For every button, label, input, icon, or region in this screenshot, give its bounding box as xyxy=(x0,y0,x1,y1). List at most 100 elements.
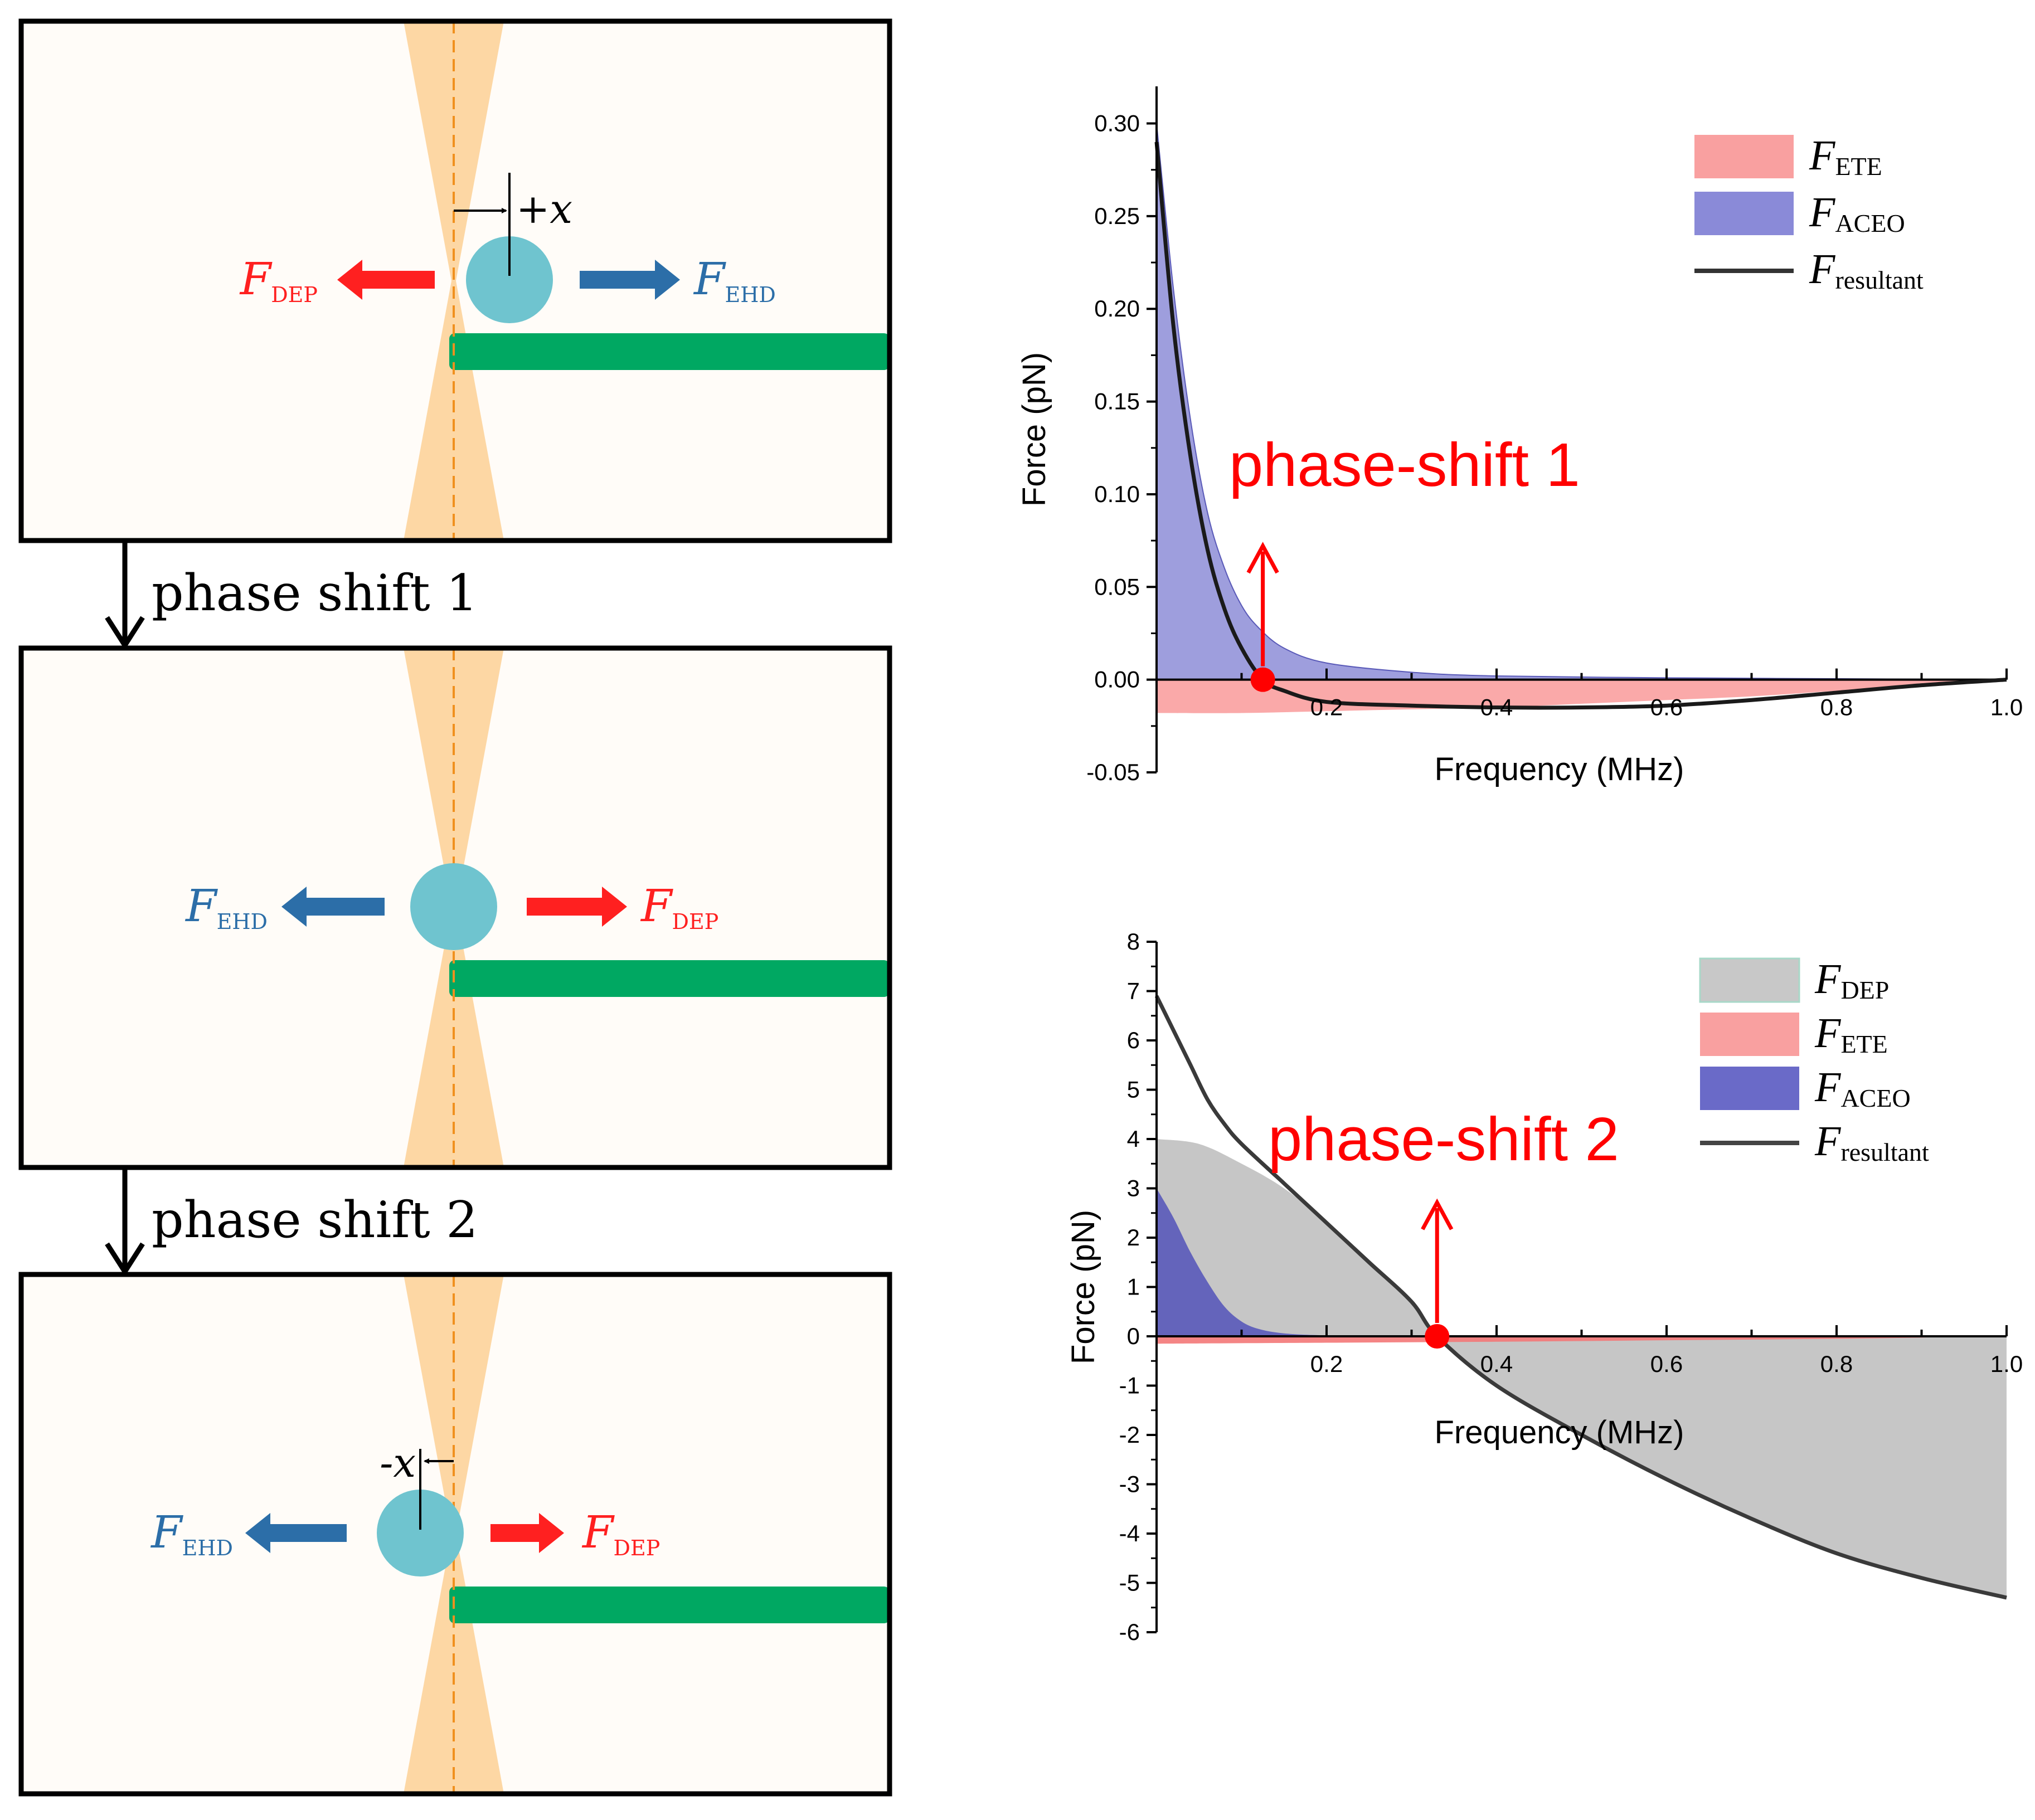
y-tick-label: 0.25 xyxy=(1094,203,1140,229)
legend-symbol: F xyxy=(1814,956,1842,1003)
y-tick-label: 0.15 xyxy=(1094,388,1140,415)
legend-symbol: F xyxy=(1814,1010,1842,1057)
panel-border xyxy=(18,18,892,543)
left-force-label-subscript: DEP xyxy=(271,283,318,307)
y-tick-label: 0.10 xyxy=(1094,481,1140,507)
step-label: phase shift 1 xyxy=(152,564,478,622)
step-label: phase shift 2 xyxy=(152,1191,478,1249)
right-force-label-subscript: EHD xyxy=(725,283,776,307)
legend-subscript: ACEO xyxy=(1840,1084,1910,1112)
legend-symbol: F xyxy=(1814,1118,1842,1165)
right-force-label-symbol: F xyxy=(693,253,726,305)
chart-phase-shift-1: 0.30 0.25 0.20 0.15 0.10 0.05 0.00 -0.05 0.2 0.4 0… xyxy=(1016,86,2023,787)
annotation-label: phase-shift 1 xyxy=(1229,431,1580,499)
x-axis-label: Frequency (MHz) xyxy=(1435,751,1684,787)
y-tick-label: 0 xyxy=(1127,1323,1140,1349)
y-tick-label: -5 xyxy=(1119,1570,1140,1596)
x-tick-label: 0.6 xyxy=(1650,1351,1683,1377)
particle xyxy=(410,863,497,950)
legend-subscript: ACEO xyxy=(1835,209,1905,237)
y-axis-label: Force (pN) xyxy=(1016,352,1052,507)
x-tick-label: 0.8 xyxy=(1820,1351,1853,1377)
x-axis-label: Frequency (MHz) xyxy=(1435,1414,1684,1451)
legend-swatch xyxy=(1700,1013,1799,1056)
left-force-label-symbol: F xyxy=(239,253,273,305)
y-tick-label: 6 xyxy=(1127,1027,1140,1053)
x-tick-label: 0.6 xyxy=(1650,694,1683,721)
y-tick-label: 7 xyxy=(1127,978,1140,1004)
legend-subscript: resultant xyxy=(1835,266,1924,294)
right-force-label-symbol: F xyxy=(640,880,673,932)
annotation-arrow-head xyxy=(1246,542,1279,574)
right-force-label: FDEP xyxy=(640,880,718,934)
legend-symbol: F xyxy=(1809,189,1836,236)
legend-label: Fresultant xyxy=(1809,246,1924,294)
electrode xyxy=(449,960,890,997)
legend-label: FACEO xyxy=(1809,189,1905,237)
legend-label: FDEP xyxy=(1814,956,1889,1004)
legend-subscript: ETE xyxy=(1835,152,1882,181)
series-fill-F_DEP xyxy=(1157,1139,2007,1598)
left-force-label-symbol: F xyxy=(150,1506,183,1558)
y-tick-label: 4 xyxy=(1127,1126,1140,1152)
series-line-F_resultant xyxy=(1154,142,2007,710)
series-line-F_resultant xyxy=(1154,995,2007,1600)
electrode xyxy=(449,333,890,370)
left-force-label-subscript: EHD xyxy=(182,1536,233,1560)
y-tick-label: -1 xyxy=(1119,1373,1140,1399)
y-tick-label: 2 xyxy=(1127,1224,1140,1250)
x-tick-label: 0.8 xyxy=(1820,694,1853,721)
legend-swatch xyxy=(1694,192,1794,235)
x-tick-label: 1.0 xyxy=(1990,694,2023,721)
displacement-label: -x xyxy=(380,1439,416,1486)
y-tick-label: 0.30 xyxy=(1094,110,1140,137)
step-1: phase shift 1 xyxy=(105,541,478,650)
annotation-point xyxy=(1425,1324,1450,1349)
y-tick-label: -2 xyxy=(1119,1422,1140,1448)
right-force-arrow xyxy=(527,887,627,927)
x-tick-label: 0.4 xyxy=(1480,1351,1513,1377)
left-force-label-symbol: F xyxy=(184,880,218,932)
displacement-label: +x xyxy=(516,186,572,232)
series-fill-F_ACEO xyxy=(1156,123,2007,680)
y-axis-label: Force (pN) xyxy=(1065,1210,1101,1364)
x-tick-label: 0.4 xyxy=(1480,694,1513,721)
legend-symbol: F xyxy=(1809,246,1836,293)
chart-phase-shift-2: 8 7 6 5 4 3 2 1 0 -1 -2 -3 -4 -5 -6 0.2 0.4 0.6 0.8 1.0 Freq… xyxy=(1065,928,2023,1645)
right-force-arrow xyxy=(580,260,680,300)
particle xyxy=(466,236,553,323)
series-fill-F_ACEO xyxy=(1157,1188,1412,1336)
legend-swatch xyxy=(1700,1067,1799,1110)
right-force-label: FEHD xyxy=(693,253,776,307)
panel-3: FEHD FDEP-x xyxy=(18,1272,892,1797)
electrode xyxy=(449,1587,890,1623)
step-2: phase shift 2 xyxy=(105,1167,478,1277)
y-tick-label: 1 xyxy=(1127,1274,1140,1300)
step-arrow-head xyxy=(105,616,145,650)
y-tick-label: -3 xyxy=(1119,1471,1140,1497)
laser-beam xyxy=(404,21,504,541)
y-tick-label: 8 xyxy=(1127,928,1140,955)
legend-symbol: F xyxy=(1809,132,1836,179)
right-force-label-subscript: DEP xyxy=(672,909,719,934)
right-force-label-symbol: F xyxy=(581,1506,615,1558)
legend-subscript: resultant xyxy=(1840,1138,1929,1166)
left-force-label: FDEP xyxy=(239,253,318,307)
legend-label: FETE xyxy=(1809,132,1882,181)
left-force-label: FEHD xyxy=(150,1506,233,1560)
legend-label: Fresultant xyxy=(1814,1118,1929,1166)
legend-swatch xyxy=(1699,957,1800,1003)
particle xyxy=(377,1490,464,1576)
left-force-arrow xyxy=(245,1513,347,1553)
y-tick-label: 0.00 xyxy=(1094,666,1140,693)
legend-swatch xyxy=(1694,135,1794,178)
x-tick-label: 0.2 xyxy=(1310,694,1343,721)
y-tick-label: 0.05 xyxy=(1094,573,1140,600)
panel-border xyxy=(18,645,892,1170)
annotation-label: phase-shift 2 xyxy=(1268,1105,1619,1174)
series-fill-F_ETE xyxy=(1157,1336,2007,1344)
left-force-arrow xyxy=(281,887,385,927)
legend-label: FETE xyxy=(1814,1010,1888,1058)
